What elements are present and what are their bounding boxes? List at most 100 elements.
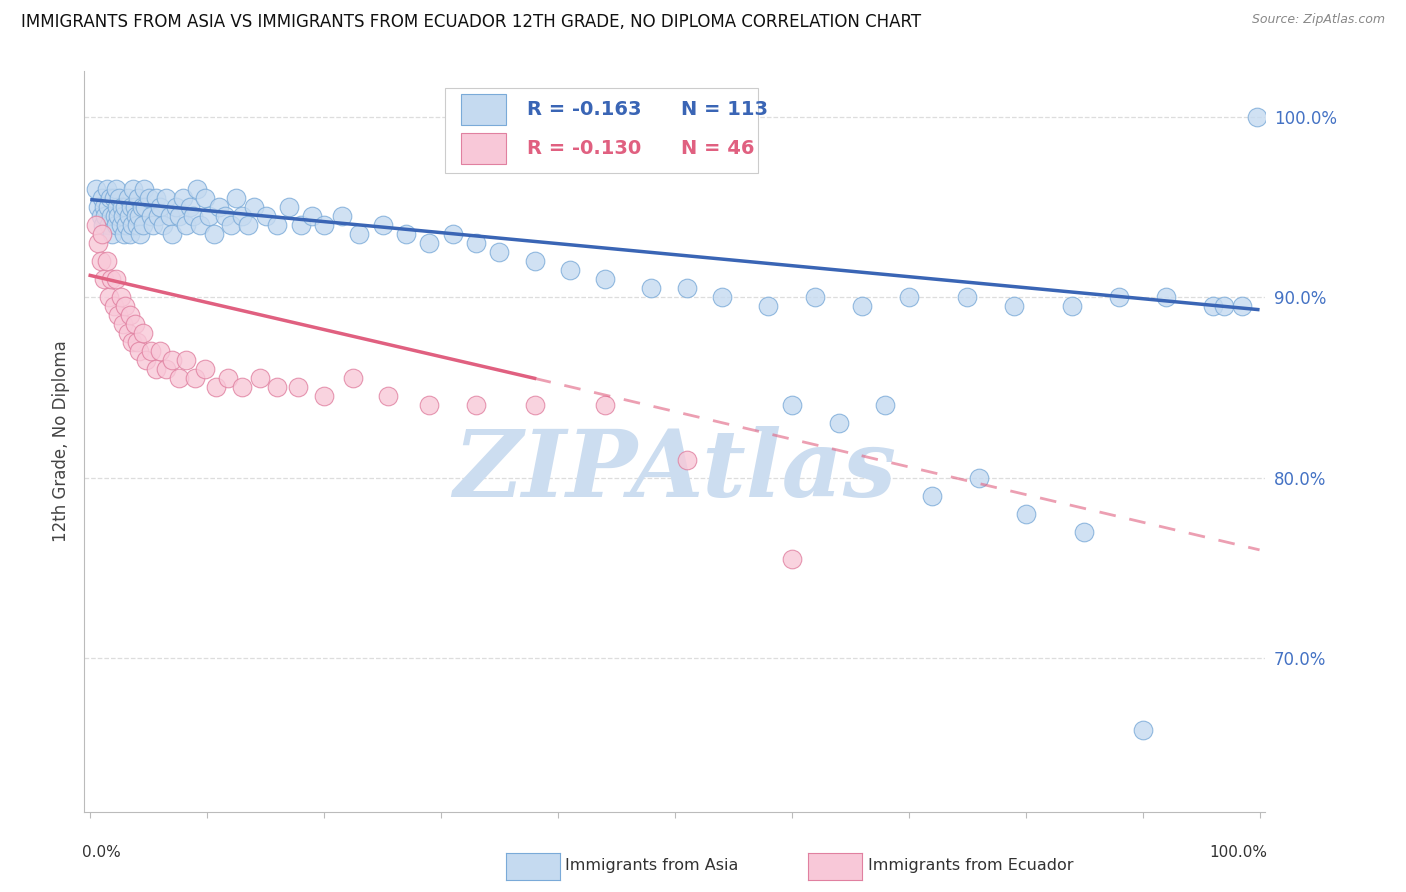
Point: [124, 317, 146, 331]
Point: [219, 218, 242, 232]
Point: [758, 299, 780, 313]
Point: [93, 200, 115, 214]
Point: [851, 299, 873, 313]
Point: [243, 200, 266, 214]
Point: [875, 399, 897, 413]
Point: [174, 218, 197, 232]
Point: [159, 209, 181, 223]
Point: [640, 281, 662, 295]
Point: [217, 371, 239, 385]
Text: N = 113: N = 113: [681, 101, 768, 120]
Point: [418, 235, 440, 250]
Point: [111, 317, 134, 331]
Point: [1062, 299, 1084, 313]
Point: [675, 281, 697, 295]
Point: [117, 191, 139, 205]
Point: [121, 218, 143, 232]
Point: [342, 371, 364, 385]
FancyBboxPatch shape: [461, 133, 506, 164]
Point: [96, 182, 118, 196]
Point: [1154, 290, 1177, 304]
Point: [124, 200, 146, 214]
Text: R = -0.163: R = -0.163: [527, 101, 641, 120]
Point: [186, 182, 208, 196]
Point: [94, 209, 117, 223]
Point: [139, 344, 162, 359]
Point: [97, 218, 120, 232]
Point: [107, 308, 129, 322]
Point: [118, 227, 141, 241]
Point: [90, 227, 112, 241]
Point: [138, 191, 160, 205]
FancyBboxPatch shape: [461, 95, 506, 126]
Point: [135, 353, 157, 368]
Point: [115, 218, 138, 232]
Point: [523, 399, 546, 413]
Point: [780, 552, 803, 566]
Point: [104, 182, 127, 196]
Point: [128, 209, 150, 223]
Point: [87, 200, 110, 214]
Point: [465, 399, 488, 413]
Point: [231, 209, 253, 223]
Point: [202, 227, 225, 241]
Point: [172, 191, 194, 205]
Point: [125, 218, 148, 232]
Point: [107, 209, 129, 223]
Point: [118, 209, 141, 223]
Point: [145, 191, 167, 205]
Point: [100, 209, 122, 223]
Point: [208, 200, 231, 214]
Point: [108, 191, 131, 205]
Point: [104, 209, 127, 223]
Point: [125, 335, 148, 350]
Point: [90, 254, 112, 268]
Point: [142, 218, 165, 232]
Point: [967, 470, 990, 484]
Point: [139, 209, 162, 223]
Point: [921, 489, 943, 503]
Point: [110, 218, 132, 232]
Point: [101, 227, 124, 241]
Point: [558, 263, 581, 277]
Point: [418, 399, 440, 413]
Point: [249, 371, 271, 385]
Point: [395, 227, 418, 241]
Y-axis label: 12th Grade, No Diploma: 12th Grade, No Diploma: [52, 341, 70, 542]
Point: [804, 290, 827, 304]
Point: [120, 200, 142, 214]
Point: [827, 417, 849, 431]
Point: [132, 326, 155, 341]
Text: N = 46: N = 46: [681, 139, 754, 158]
Text: IMMIGRANTS FROM ASIA VS IMMIGRANTS FROM ECUADOR 12TH GRADE, NO DIPLOMA CORRELATI: IMMIGRANTS FROM ASIA VS IMMIGRANTS FROM …: [21, 13, 921, 31]
Point: [780, 399, 803, 413]
Point: [312, 218, 335, 232]
Point: [710, 290, 733, 304]
Point: [90, 209, 112, 223]
Point: [312, 389, 335, 403]
Point: [1108, 290, 1130, 304]
Text: R = -0.130: R = -0.130: [527, 139, 641, 158]
Point: [174, 353, 197, 368]
Point: [165, 200, 187, 214]
Point: [593, 399, 616, 413]
Point: [160, 353, 183, 368]
Point: [377, 389, 399, 403]
Point: [231, 380, 253, 394]
Point: [132, 182, 155, 196]
Point: [371, 218, 394, 232]
Point: [104, 272, 127, 286]
Point: [84, 218, 107, 232]
Point: [105, 200, 128, 214]
Point: [167, 209, 190, 223]
Point: [266, 218, 288, 232]
Point: [118, 308, 141, 322]
Point: [301, 209, 323, 223]
Point: [179, 200, 201, 214]
Point: [1132, 723, 1154, 738]
Point: [214, 209, 236, 223]
Point: [441, 227, 464, 241]
Text: Immigrants from Asia: Immigrants from Asia: [565, 858, 738, 872]
Point: [347, 227, 370, 241]
Point: [198, 209, 221, 223]
